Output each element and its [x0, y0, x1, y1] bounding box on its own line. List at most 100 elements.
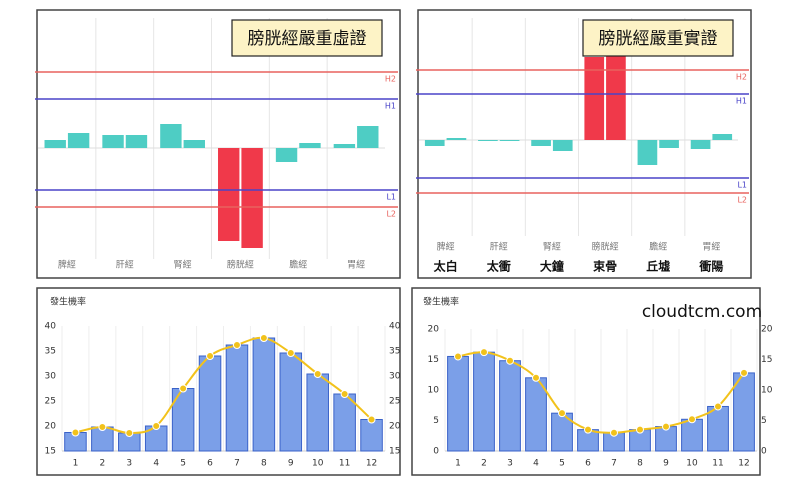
x-tick-label: 1: [73, 459, 79, 469]
x-tick-label: 12: [738, 459, 749, 469]
reference-label: L2: [737, 196, 747, 205]
point-label: 太白: [434, 259, 458, 274]
watermark: cloudtcm.com: [642, 302, 762, 322]
line-marker: [152, 422, 161, 430]
x-tick-label: 肝經: [116, 259, 134, 271]
reference-label: L1: [386, 193, 396, 202]
y-tick-label: 10: [428, 386, 440, 396]
x-tick-label: 12: [366, 459, 377, 469]
line-marker: [232, 341, 241, 349]
line-marker: [313, 370, 322, 378]
bar: [447, 355, 469, 452]
line-marker: [71, 428, 80, 437]
y2-tick-label: 40: [389, 322, 401, 332]
line-marker: [740, 368, 748, 377]
x-tick-label: 腎經: [543, 241, 561, 253]
bar: [499, 360, 521, 452]
bar: [659, 140, 679, 148]
title-box: [231, 19, 383, 57]
bar: [252, 337, 276, 452]
line-marker: [506, 356, 514, 365]
reference-label: H2: [385, 75, 396, 84]
y2-tick-label: 25: [389, 397, 400, 407]
x-tick-label: 脾經: [437, 241, 455, 253]
bar: [499, 140, 520, 141]
bar: [606, 45, 626, 140]
x-tick-label: 8: [261, 459, 267, 469]
x-tick-label: 膀胱經: [227, 259, 254, 271]
bar: [357, 126, 379, 148]
x-tick-label: 膽經: [289, 259, 307, 271]
x-tick-label: 5: [180, 459, 186, 469]
y2-tick-label: 20: [761, 325, 773, 335]
bar: [333, 144, 356, 148]
x-tick-label: 9: [288, 459, 294, 469]
bar: [183, 140, 205, 148]
bar: [446, 138, 467, 140]
line-marker: [206, 352, 215, 360]
line-marker: [584, 425, 592, 434]
bar: [525, 377, 547, 452]
bar: [478, 140, 498, 141]
x-tick-label: 7: [234, 459, 240, 469]
reference-label: H1: [385, 102, 396, 111]
bar: [160, 124, 182, 148]
x-tick-label: 2: [100, 459, 106, 469]
y2-tick-label: 0: [761, 447, 767, 457]
line-marker: [532, 373, 540, 382]
y2-tick-label: 15: [389, 447, 400, 457]
y-tick-label: 15: [428, 355, 439, 365]
x-tick-label: 脾經: [58, 259, 76, 271]
line-marker: [558, 409, 566, 418]
point-label: 束骨: [592, 259, 617, 274]
reference-label: H2: [736, 73, 747, 82]
bar: [424, 140, 445, 146]
line-marker: [454, 352, 462, 361]
reference-label: H1: [736, 97, 747, 106]
x-tick-label: 胃經: [347, 259, 365, 271]
title-box: [582, 19, 734, 57]
bar: [333, 393, 356, 452]
x-tick-label: 膀胱經: [592, 241, 619, 253]
x-tick-label: 10: [686, 459, 698, 469]
y-tick-label: 20: [45, 422, 57, 432]
bar: [584, 57, 605, 140]
bar: [552, 140, 573, 151]
bar: [707, 405, 729, 452]
y-tick-label: 15: [45, 447, 56, 457]
bar: [225, 344, 249, 452]
line-marker: [662, 422, 670, 431]
line-marker: [179, 384, 188, 393]
x-tick-label: 9: [663, 459, 669, 469]
line-marker: [367, 415, 376, 424]
bar: [690, 140, 711, 149]
x-tick-label: 7: [611, 459, 617, 469]
y2-tick-label: 5: [761, 416, 767, 426]
x-tick-label: 8: [637, 459, 643, 469]
y-tick-label: 0: [433, 447, 439, 457]
line-marker: [714, 402, 722, 411]
y-tick-label: 35: [45, 347, 56, 357]
bar: [67, 133, 90, 148]
bar: [279, 352, 303, 452]
bar: [198, 355, 222, 452]
bar: [306, 373, 329, 452]
x-tick-label: 6: [207, 459, 213, 469]
bar: [360, 419, 383, 452]
y2-tick-label: 20: [389, 422, 401, 432]
point-label: 丘墟: [646, 259, 670, 274]
bar: [275, 148, 298, 162]
x-tick-label: 10: [312, 459, 324, 469]
chart-title: 膀胱經嚴重虛證: [248, 29, 367, 49]
chart-title: 發生機率: [50, 296, 86, 308]
bar: [531, 140, 551, 146]
x-tick-label: 肝經: [490, 241, 508, 253]
line-marker: [286, 349, 295, 357]
line-marker: [259, 334, 268, 342]
line-marker: [610, 428, 618, 437]
point-label: 大鐘: [540, 259, 564, 274]
reference-label: L2: [386, 210, 396, 219]
y-tick-label: 20: [428, 325, 440, 335]
x-tick-label: 1: [455, 459, 461, 469]
